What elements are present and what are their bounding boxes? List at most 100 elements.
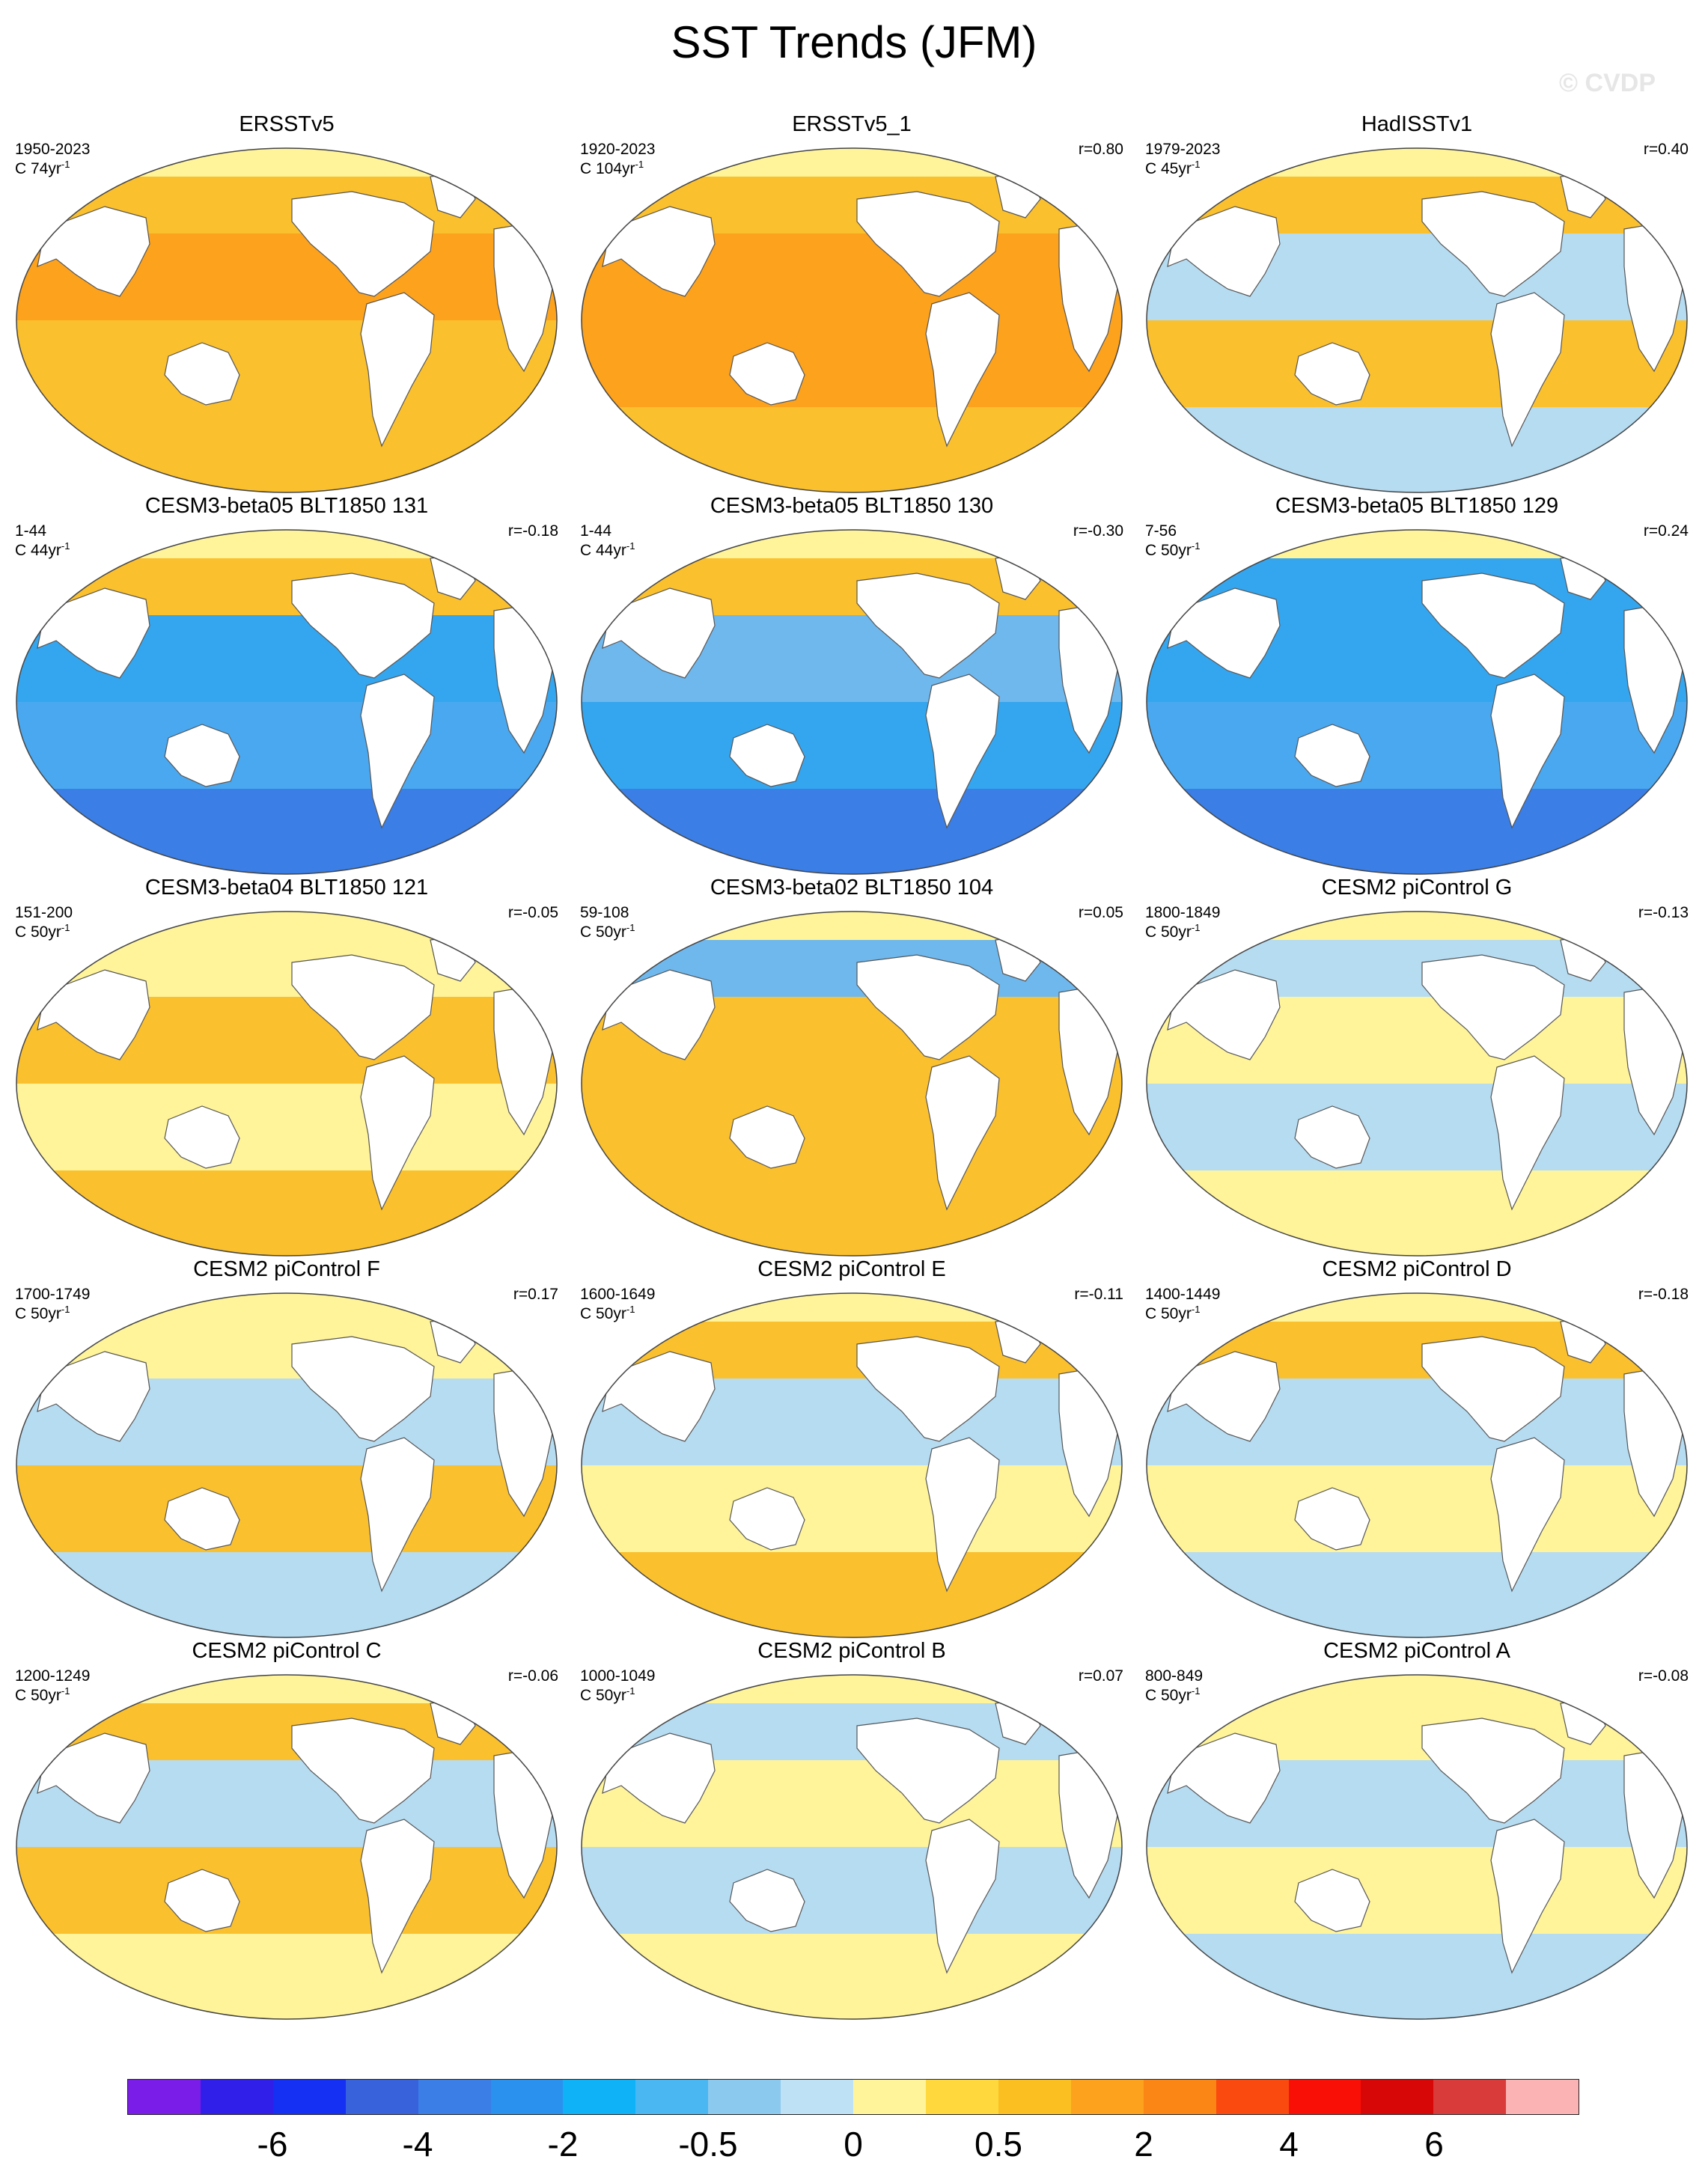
land-mass: [1294, 1869, 1370, 1932]
land-mass: [729, 342, 805, 406]
map-panel: HadISSTv1 1979-2023 C 45yr-1 r=0.40: [1145, 112, 1689, 494]
pattern-correlation: r=-0.05: [507, 904, 558, 921]
land-mass: [1294, 1487, 1370, 1551]
colorbar-tick-label: 6: [1424, 2125, 1444, 2164]
land-mass: [360, 1055, 435, 1211]
panel-title: ERSSTv5_1: [792, 112, 912, 136]
land-mass: [291, 573, 435, 679]
pattern-correlation: r=-0.30: [1073, 522, 1123, 540]
ocean-anomaly-band: [1147, 1170, 1687, 1256]
period-label: 1920-2023: [580, 141, 656, 158]
pattern-correlation: r=-0.18: [507, 522, 558, 540]
ocean-anomaly-band: [582, 1170, 1122, 1256]
land-mass: [360, 1819, 435, 1974]
map-panel: ERSSTv5 1950-2023 C 74yr-1: [15, 112, 558, 494]
land-mass: [1490, 1819, 1565, 1974]
land-mass: [164, 1105, 240, 1169]
world-map: [1146, 911, 1688, 1257]
ocean-anomaly-band: [582, 1934, 1122, 2019]
land-mass: [1490, 292, 1565, 448]
colorbar-swatch: [781, 2080, 854, 2114]
colorbar-tick-label: -2: [547, 2125, 579, 2164]
map-panel: CESM3-beta04 BLT1850 121 151-200 C 50yr-1 r…: [15, 876, 558, 1257]
ocean-anomaly-band: [1147, 1552, 1687, 1637]
ocean-anomaly-band: [16, 407, 557, 492]
ocean-anomaly-band: [16, 789, 557, 874]
world-map: [16, 1292, 558, 1638]
arctic-sea-ice-region: [1147, 912, 1687, 940]
land-mass: [856, 573, 1000, 679]
panel-title: ERSSTv5: [239, 112, 335, 136]
land-mass: [1294, 342, 1370, 406]
period-label: 1700-1749: [15, 1286, 91, 1303]
period-label: 7-56: [1145, 522, 1177, 540]
land-mass: [1294, 724, 1370, 787]
ocean-anomaly-band: [1147, 1847, 1687, 1934]
panel-title: CESM2 piControl C: [192, 1639, 382, 1663]
arctic-sea-ice-region: [582, 1675, 1122, 1703]
ocean-anomaly-band: [1147, 702, 1687, 789]
world-map: [16, 147, 558, 493]
period-label: 59-108: [580, 904, 629, 921]
ocean-anomaly-band: [16, 1934, 557, 2019]
units-label: C 44yr-1: [15, 540, 70, 559]
pattern-correlation: r=0.24: [1643, 522, 1689, 540]
colorbar: [127, 2079, 1579, 2115]
land-mass: [602, 587, 716, 679]
colorbar-tick-label: 0.5: [975, 2125, 1022, 2164]
land-mass: [729, 724, 805, 787]
colorbar-swatch: [1143, 2080, 1216, 2114]
pattern-correlation: r=0.05: [1078, 904, 1123, 921]
land-mass: [856, 191, 1000, 297]
land-mass: [925, 292, 1000, 448]
land-mass: [925, 674, 1000, 829]
land-mass: [1167, 1732, 1281, 1824]
units-label: C 50yr-1: [1145, 922, 1201, 941]
colorbar-swatch: [200, 2080, 273, 2114]
land-mass: [1421, 1718, 1565, 1824]
map-outline: [1146, 911, 1688, 1257]
units-label: C 74yr-1: [15, 159, 70, 177]
land-mass: [1490, 1437, 1565, 1593]
arctic-sea-ice-region: [1147, 1293, 1687, 1322]
land-mass: [1167, 969, 1281, 1060]
pattern-correlation: r=-0.13: [1638, 904, 1689, 921]
world-map: [16, 911, 558, 1257]
arctic-sea-ice-region: [1147, 1675, 1687, 1703]
colorbar-swatch: [925, 2080, 998, 2114]
world-map: [16, 1674, 558, 2020]
map-outline: [581, 529, 1123, 875]
units-label: C 50yr-1: [580, 922, 635, 941]
panel-title: CESM2 piControl E: [757, 1257, 946, 1281]
colorbar-swatch: [418, 2080, 491, 2114]
map-outline: [16, 147, 558, 493]
panel-title: CESM2 piControl F: [193, 1257, 380, 1281]
pattern-correlation: r=0.17: [513, 1286, 558, 1303]
period-label: 1400-1449: [1145, 1286, 1221, 1303]
pattern-correlation: r=-0.11: [1074, 1286, 1123, 1303]
land-mass: [602, 969, 716, 1060]
period-label: 1-44: [580, 522, 612, 540]
units-label: C 44yr-1: [580, 540, 635, 559]
map-panel: CESM2 piControl C 1200-1249 C 50yr-1 r=-0.0…: [15, 1639, 558, 2021]
ocean-anomaly-band: [582, 1465, 1122, 1552]
land-mass: [164, 1869, 240, 1932]
panel-title: HadISSTv1: [1361, 112, 1473, 136]
colorbar-swatch: [490, 2080, 564, 2114]
panel-title: CESM2 piControl B: [757, 1639, 946, 1663]
land-mass: [291, 1718, 435, 1824]
arctic-sea-ice-region: [582, 148, 1122, 177]
arctic-sea-ice-region: [16, 1675, 557, 1703]
land-mass: [37, 587, 150, 679]
colorbar-swatch: [1070, 2080, 1144, 2114]
map-panel: CESM2 piControl G 1800-1849 C 50yr-1 r=-0.1…: [1145, 876, 1689, 1257]
colorbar-swatch: [272, 2080, 346, 2114]
ocean-anomaly-band: [1147, 789, 1687, 874]
world-map: [1146, 529, 1688, 875]
map-panel: CESM3-beta02 BLT1850 104 59-108 C 50yr-1 r=…: [580, 876, 1123, 1257]
colorbar-swatch: [1361, 2080, 1434, 2114]
ocean-anomaly-band: [16, 1465, 557, 1552]
map-outline: [16, 529, 558, 875]
colorbar-swatch: [635, 2080, 709, 2114]
panel-title: CESM2 piControl A: [1323, 1639, 1510, 1663]
